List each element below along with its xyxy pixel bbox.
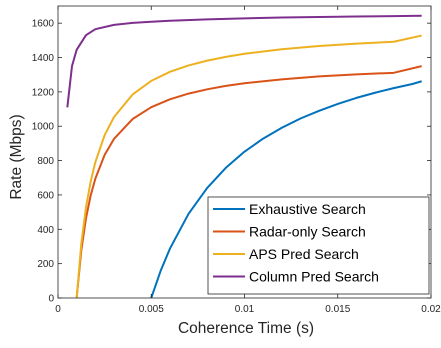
legend-label-4: Column Pred Search xyxy=(249,269,379,285)
series-line-4 xyxy=(66,14,422,108)
y-tick-label: 1600 xyxy=(32,19,55,30)
x-tick-label: 0.02 xyxy=(421,304,441,315)
y-tick-label: 1200 xyxy=(32,87,55,98)
x-tick-label: 0.015 xyxy=(325,304,350,315)
plot-layer: 0 0.005 0.01 0.015 0.02 0 200 400 600 800 1000 1200… xyxy=(32,5,441,315)
legend-label-3: APS Pred Search xyxy=(249,246,359,262)
y-tick-label: 1000 xyxy=(32,122,55,133)
y-tick-label: 400 xyxy=(37,225,54,236)
y-tick-label: 800 xyxy=(37,156,54,167)
legend-box xyxy=(207,196,430,295)
x-tick-label: 0.01 xyxy=(235,304,255,315)
y-tick-label: 0 xyxy=(48,294,54,305)
x-tick-label: 0 xyxy=(55,304,61,315)
series-line-3 xyxy=(75,34,422,298)
y-tick-label: 1400 xyxy=(32,53,55,64)
y-tick-label: 200 xyxy=(37,259,54,270)
series-line-1 xyxy=(150,80,422,298)
series-line-2 xyxy=(75,65,422,298)
legend-label-1: Exhaustive Search xyxy=(249,201,366,217)
y-tick-label: 600 xyxy=(37,190,54,201)
x-tick-label: 0.005 xyxy=(139,304,164,315)
x-axis-title: Coherence Time (s) xyxy=(178,320,314,337)
legend-label-2: Radar-only Search xyxy=(249,224,366,240)
y-axis-title: Rate (Mbps) xyxy=(8,114,25,199)
